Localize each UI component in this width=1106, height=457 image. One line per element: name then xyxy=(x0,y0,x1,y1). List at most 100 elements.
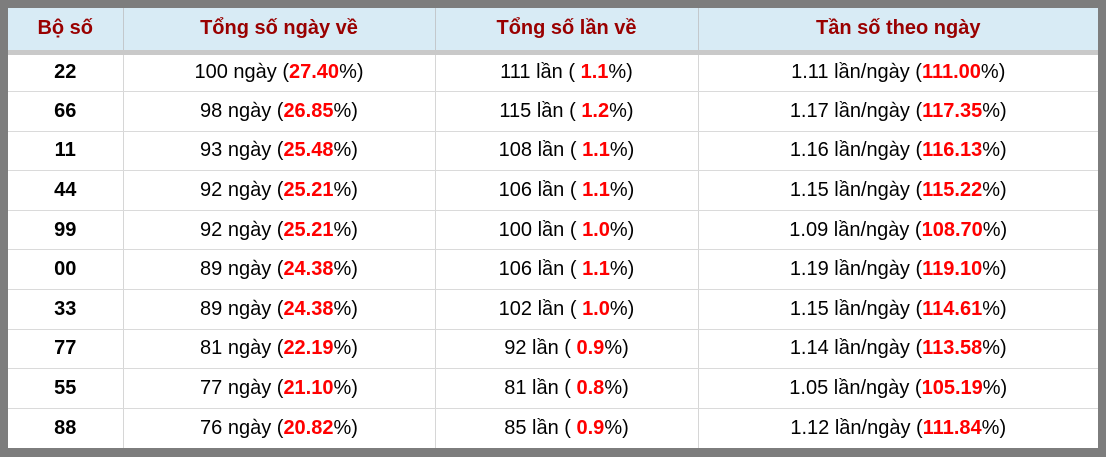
cell-text: %) xyxy=(333,416,358,439)
highlight-percent: 1.1 xyxy=(582,179,610,202)
freq-cell: 1.05 lần/ngày (105.19%) xyxy=(697,368,1098,409)
times-cell: 108 lần ( 1.1%) xyxy=(434,131,698,172)
cell-text: %) xyxy=(339,61,364,84)
cell-text: 1.05 lần/ngày ( xyxy=(789,377,922,400)
cell-text: 1.15 lần/ngày ( xyxy=(789,297,923,320)
header-row: Bộ số Tổng số ngày về Tổng số lần về Tần… xyxy=(8,8,1098,55)
cell-text: 1.17 lần/ngày ( xyxy=(789,99,923,122)
freq-cell: 1.17 lần/ngày (117.35%) xyxy=(697,91,1098,132)
col-header-times: Tổng số lần về xyxy=(434,8,698,55)
highlight-percent: 22.19 xyxy=(283,337,334,360)
days-cell: 98 ngày (26.85%) xyxy=(122,91,435,132)
highlight-percent: 24.38 xyxy=(283,258,334,281)
cell-text: %) xyxy=(609,139,635,162)
highlight-percent: 1.1 xyxy=(582,139,610,162)
table-row: 99 92 ngày (25.21%) 100 lần ( 1.0%) 1.09 lầ… xyxy=(8,210,1098,251)
cell-text: %) xyxy=(982,377,1008,400)
pair-cell: 33 xyxy=(8,289,123,330)
days-cell: 100 ngày (27.40%) xyxy=(122,52,435,93)
times-cell: 102 lần ( 1.0%) xyxy=(434,289,698,330)
freq-cell: 1.12 lần/ngày (111.84%) xyxy=(697,408,1098,448)
highlight-percent: 25.21 xyxy=(283,179,334,202)
pair-cell: 44 xyxy=(8,170,123,211)
cell-text: %) xyxy=(982,99,1007,122)
table-row: 77 81 ngày (22.19%) 92 lần ( 0.9%) 1.14 lần… xyxy=(8,329,1098,370)
table-row: 33 89 ngày (24.38%) 102 lần ( 1.0%) 1.15 lầ… xyxy=(8,289,1098,330)
days-cell: 77 ngày (21.10%) xyxy=(122,368,435,409)
highlight-percent: 113.58 xyxy=(922,337,983,360)
pair-cell: 55 xyxy=(8,368,123,409)
cell-text: %) xyxy=(333,99,358,122)
cell-text: %) xyxy=(609,179,635,202)
highlight-percent: 20.82 xyxy=(283,416,334,439)
cell-text: 1.19 lần/ngày ( xyxy=(789,258,923,281)
highlight-percent: 117.35 xyxy=(922,99,983,122)
pair-cell: 88 xyxy=(54,416,77,439)
cell-text: 1.15 lần/ngày ( xyxy=(789,179,923,202)
days-cell: 93 ngày (25.48%) xyxy=(122,131,435,172)
cell-text: %) xyxy=(609,218,635,241)
highlight-percent: 0.9 xyxy=(576,337,605,360)
highlight-percent: 116.13 xyxy=(922,139,983,162)
highlight-percent: 0.9 xyxy=(576,416,605,439)
table-row: 88 76 ngày (20.82%) 85 lần ( 0.9%) 1.12 lần… xyxy=(8,408,1098,448)
days-cell: 92 ngày (25.21%) xyxy=(122,210,435,251)
days-cell: 81 ngày (22.19%) xyxy=(122,329,435,370)
cell-text: %) xyxy=(604,377,629,400)
cell-text: %) xyxy=(982,139,1007,162)
highlight-percent: 1.2 xyxy=(581,99,610,122)
cell-text: 81 ngày ( xyxy=(200,337,284,360)
cell-text: %) xyxy=(333,377,358,400)
times-cell: 106 lần ( 1.1%) xyxy=(434,249,698,291)
highlight-percent: 0.8 xyxy=(576,377,605,400)
pair-cell: 11 xyxy=(8,131,123,172)
cell-text: 92 lần ( xyxy=(504,337,577,360)
times-cell: 111 lần ( 1.1%) xyxy=(434,52,698,93)
cell-text: 81 lần ( xyxy=(504,377,577,400)
col-header-pair: Bộ số xyxy=(8,8,123,55)
highlight-percent: 114.61 xyxy=(922,297,983,320)
highlight-percent: 26.85 xyxy=(283,99,334,122)
cell-text: 77 ngày ( xyxy=(200,377,284,400)
highlight-percent: 1.0 xyxy=(582,218,610,241)
cell-text: 108 lần ( xyxy=(498,139,583,162)
highlight-percent: 115.22 xyxy=(922,179,983,202)
freq-cell: 1.15 lần/ngày (115.22%) xyxy=(697,170,1098,211)
cell-text: 93 ngày ( xyxy=(200,139,284,162)
cell-text: %) xyxy=(981,416,1007,439)
pair-cell: 00 xyxy=(8,249,123,291)
lottery-pair-stats-table: Bộ số Tổng số ngày về Tổng số lần về Tần… xyxy=(8,8,1098,448)
table-body: 22 100 ngày (27.40%) 111 lần ( 1.1%) 1.11 l… xyxy=(8,52,1098,448)
times-cell: 115 lần ( 1.2%) xyxy=(434,91,698,132)
highlight-percent: 24.38 xyxy=(283,297,334,320)
cell-text: %) xyxy=(609,258,635,281)
freq-cell: 1.09 lần/ngày (108.70%) xyxy=(697,210,1098,251)
freq-cell: 1.19 lần/ngày (119.10%) xyxy=(697,249,1098,291)
col-header-frequency: Tần số theo ngày xyxy=(697,8,1098,55)
times-cell: 106 lần ( 1.1%) xyxy=(434,170,698,211)
highlight-percent: 1.1 xyxy=(582,258,610,281)
cell-text: 100 lần ( xyxy=(498,218,583,241)
cell-text: %) xyxy=(608,61,633,84)
cell-text: %) xyxy=(333,218,358,241)
cell-text: 1.11 lần/ngày ( xyxy=(791,61,922,84)
highlight-percent: 111.00 xyxy=(921,61,981,84)
table-row: 66 98 ngày (26.85%) 115 lần ( 1.2%) 1.17 lầ… xyxy=(8,91,1098,132)
cell-text: 1.09 lần/ngày ( xyxy=(789,218,922,241)
cell-text: %) xyxy=(333,337,358,360)
table-row: 44 92 ngày (25.21%) 106 lần ( 1.1%) 1.15 lầ… xyxy=(8,170,1098,211)
cell-text: 92 ngày ( xyxy=(200,218,284,241)
pair-cell: 77 xyxy=(8,329,123,370)
times-cell: 92 lần ( 0.9%) xyxy=(434,329,698,370)
highlight-percent: 111.84 xyxy=(922,416,982,439)
cell-text: 89 ngày ( xyxy=(200,258,284,281)
cell-text: %) xyxy=(333,139,358,162)
cell-text: %) xyxy=(604,416,629,439)
table-row: 11 93 ngày (25.48%) 108 lần ( 1.1%) 1.16 lầ… xyxy=(8,131,1098,172)
cell-text: 115 lần ( xyxy=(499,99,582,122)
pair-cell: 22 xyxy=(8,52,123,93)
cell-text: %) xyxy=(604,337,629,360)
cell-text: 106 lần ( xyxy=(498,179,583,202)
cell-text: 92 ngày ( xyxy=(200,179,284,202)
